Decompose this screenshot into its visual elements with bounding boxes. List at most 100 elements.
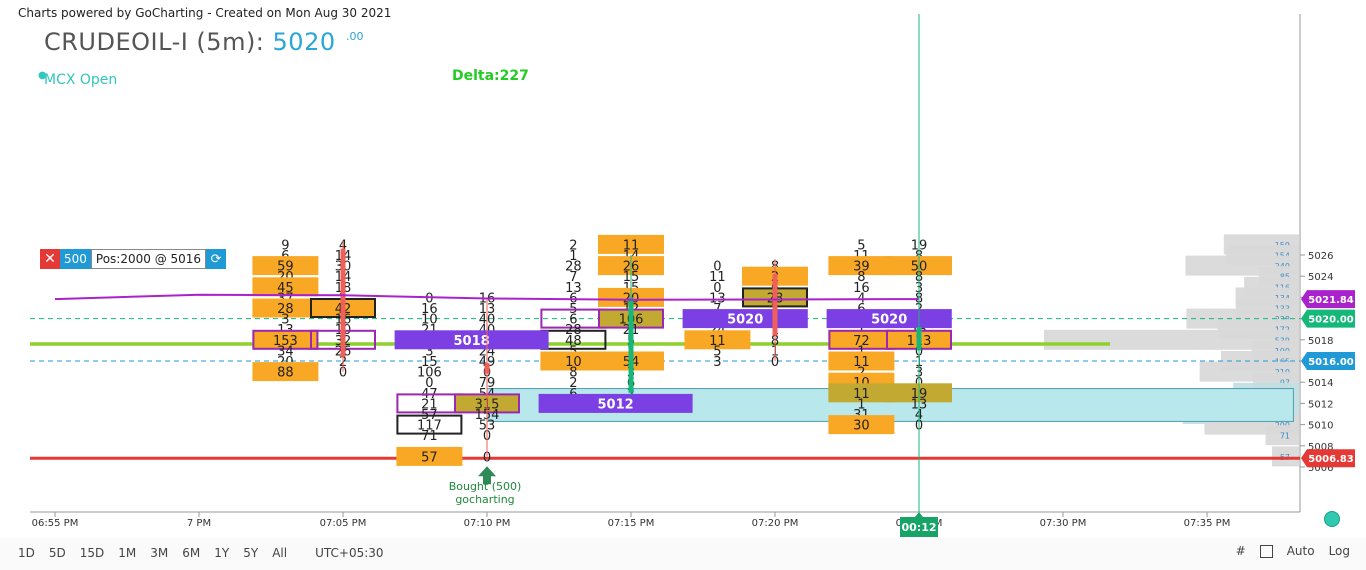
cell-fill — [828, 383, 895, 403]
cell-fill — [396, 446, 463, 466]
price-label-text: 5020.00 — [1308, 315, 1354, 326]
price-label-bg — [1301, 290, 1355, 309]
powered-by-text: Charts powered by GoCharting - Created o… — [18, 6, 392, 20]
cell-text: 1 — [569, 249, 577, 264]
x-tick-label: 7 PM — [187, 518, 211, 529]
single-print-bar — [394, 330, 549, 350]
cell-text: 71 — [421, 429, 438, 444]
single-print-bar — [538, 393, 693, 413]
bottom-toolbar: 1D 5D 15D 1M 3M 6M 1Y 5Y All UTC+05:30 #… — [0, 538, 1366, 570]
cell-text: 11 — [623, 238, 640, 253]
symbol-title[interactable]: CRUDEOIL-I (5m): 5020 — [44, 28, 336, 56]
cell-text: 72 — [853, 334, 870, 349]
price-label-text: 5006.83 — [1308, 454, 1354, 465]
close-x-icon[interactable]: ✕ — [40, 249, 60, 269]
single-print-label: 5012 — [598, 397, 634, 412]
cell-text: 3 — [281, 313, 289, 328]
tf-3m[interactable]: 3M — [150, 546, 169, 560]
price-label-text: 5021.84 — [1308, 295, 1354, 306]
cell-fill — [828, 256, 895, 276]
session-status: MCX Open — [44, 72, 118, 88]
cell-fill — [828, 330, 895, 350]
price-label-bg — [1301, 352, 1355, 370]
cell-text: 15 — [421, 355, 438, 370]
cell-text: 7 — [569, 270, 577, 285]
bought-line2: gocharting — [455, 493, 515, 506]
tf-all[interactable]: All — [272, 546, 288, 560]
candle-body — [628, 297, 634, 393]
refresh-icon[interactable]: ⟳ — [206, 249, 227, 269]
single-print-bar — [826, 309, 952, 329]
cursor-time-label: 00:12 — [901, 521, 936, 534]
cell-text: 34 — [277, 344, 294, 359]
tf-1y[interactable]: 1Y — [214, 546, 230, 560]
price-label-text: 5016.00 — [1308, 357, 1354, 368]
tf-5d[interactable]: 5D — [48, 546, 66, 560]
cell-text: 0 — [483, 450, 491, 465]
arrow-up-icon — [478, 466, 496, 485]
cell-text: 21 — [421, 397, 438, 412]
cell-fill — [252, 277, 319, 297]
y-tick-label: 5018 — [1308, 336, 1333, 347]
y-tick-label: 5006 — [1308, 463, 1333, 474]
y-tick-label: 5024 — [1308, 272, 1333, 283]
cell-box — [396, 414, 463, 435]
profile-bar — [1265, 425, 1299, 446]
cell-text: 5 — [713, 344, 721, 359]
cell-text: 6 — [569, 313, 577, 328]
cell-fill — [828, 351, 895, 371]
y-tick-label: 5010 — [1308, 421, 1333, 432]
cell-text: 5 — [857, 238, 865, 253]
cell-text: 45 — [277, 281, 294, 296]
tf-1d[interactable]: 1D — [18, 546, 35, 560]
cursor-time-bg — [900, 512, 938, 537]
cell-fill — [252, 362, 319, 382]
bought-line1: Bought (500) — [448, 480, 522, 493]
scale-bar: # Auto Log — [1236, 544, 1350, 558]
axes-layer: 06:55 PM 7 PM 07:05 PM 07:10 PM 07:15 PM 07:2… — [30, 14, 1333, 529]
position-label: Pos:2000 @ 5016 — [90, 249, 207, 269]
overlay-layer: 5021.84 5020.00 5016.00 5006.83 00:12 — [54, 14, 1355, 537]
tf-15d[interactable]: 15D — [79, 546, 105, 560]
square-icon[interactable] — [1259, 544, 1273, 558]
cell-fill — [828, 415, 895, 435]
cell-text: 1 — [857, 397, 865, 412]
cell-fill — [252, 256, 319, 276]
tf-6m[interactable]: 6M — [182, 546, 201, 560]
timezone-button[interactable]: UTC+05:30 — [315, 546, 384, 560]
cell-text: 11 — [853, 387, 870, 402]
candle-body — [484, 363, 490, 374]
cell-text: 3 — [713, 355, 721, 370]
candle-body — [340, 248, 346, 357]
cell-text: 39 — [853, 260, 870, 275]
cell-text: 11 — [709, 270, 726, 285]
auto-scale-button[interactable]: Auto — [1286, 544, 1315, 558]
cell-text: 117 — [417, 419, 442, 434]
cell-text: 88 — [277, 366, 294, 381]
price-label-bg — [1301, 309, 1355, 328]
cell-text: 57 — [421, 450, 438, 465]
cell-text: 0 — [713, 260, 721, 275]
cell-text: 2 — [569, 238, 577, 253]
cell-text: 59 — [277, 260, 294, 275]
cell-text: 16 — [853, 281, 870, 296]
footprint-cells: 9659204537283131533420884143014182421610… — [252, 234, 952, 466]
symbol-price: 5020 — [272, 28, 336, 56]
cell-text: 0 — [713, 281, 721, 296]
cell-text: 2 — [569, 376, 577, 391]
position-qty[interactable]: 500 — [60, 249, 91, 269]
x-tick-label: 06:55 PM — [32, 518, 79, 529]
position-widget: ✕ 500 Pos:2000 @ 5016 ⟳ — [40, 249, 227, 269]
grid-icon[interactable]: # — [1235, 544, 1246, 558]
tf-1m[interactable]: 1M — [118, 546, 137, 560]
x-tick-label: 07:05 PM — [320, 518, 367, 529]
cell-text: 30 — [853, 419, 870, 434]
candle-body — [772, 274, 778, 336]
cell-text: 16 — [421, 302, 438, 317]
cursor-dot-icon[interactable] — [1324, 511, 1340, 527]
cell-text: 0 — [425, 376, 433, 391]
tf-5y[interactable]: 5Y — [243, 546, 259, 560]
cell-box — [252, 329, 319, 350]
log-scale-button[interactable]: Log — [1328, 544, 1350, 558]
